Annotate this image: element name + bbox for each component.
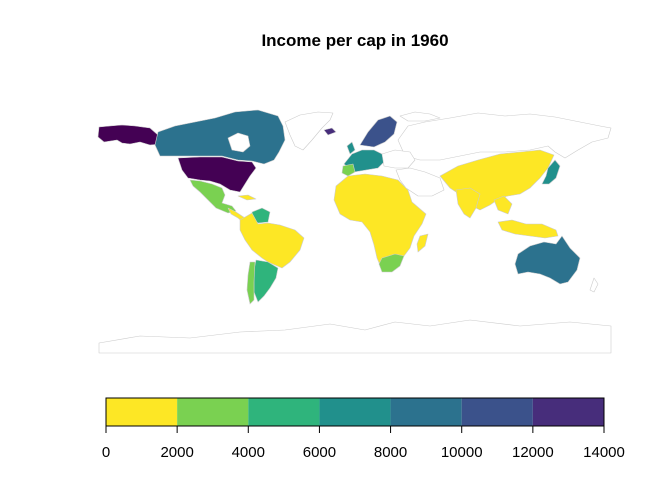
legend-tick-label-1: 2000: [160, 444, 193, 461]
region-arctic-islands: [399, 111, 441, 122]
world-map: [97, 109, 612, 354]
legend-tick-label-0: 0: [102, 444, 110, 461]
legend-bin-1: [177, 398, 249, 426]
region-greenland: [284, 111, 334, 151]
legend-tick-label-2: 4000: [232, 444, 265, 461]
region-madagascar: [416, 233, 429, 253]
region-mexico: [189, 179, 237, 214]
region-japan: [541, 159, 561, 185]
legend-frame: [105, 397, 605, 427]
legend-bin-2: [248, 398, 320, 426]
region-usa: [177, 156, 257, 193]
legend-tick-label-4: 8000: [374, 444, 407, 461]
region-southeast-asia: [493, 195, 513, 215]
region-cuba: [237, 194, 257, 201]
legend-bin-5: [461, 398, 533, 426]
legend-tick-label-7: 14000: [583, 444, 625, 461]
legend-bin-0: [106, 398, 178, 426]
region-south-america: [239, 212, 305, 269]
region-canada: [154, 109, 286, 165]
region-scandinavia: [359, 115, 398, 148]
legend-bin-3: [319, 398, 391, 426]
legend-bin-6: [532, 398, 604, 426]
region-alaska: [97, 124, 161, 146]
legend-tick-label-6: 12000: [512, 444, 554, 461]
legend-tick-label-3: 6000: [303, 444, 336, 461]
legend-bin-4: [390, 398, 462, 426]
region-uk: [346, 141, 356, 155]
region-chile: [246, 261, 256, 305]
region-new-zealand: [589, 277, 599, 293]
water-hudson-bay: [227, 132, 251, 153]
map-title: Income per cap in 1960: [261, 31, 449, 50]
legend-tick-label-5: 10000: [441, 444, 483, 461]
region-russia: [397, 112, 612, 161]
region-antarctica: [98, 319, 612, 354]
legend-ticks: [105, 426, 605, 433]
region-iceland: [323, 127, 337, 136]
region-indonesia: [497, 219, 559, 239]
region-australia: [514, 235, 581, 285]
region-eastern-europe: [381, 149, 416, 169]
region-south-africa: [378, 253, 405, 273]
legend-bins: [106, 398, 604, 426]
region-middle-east: [395, 167, 445, 197]
legend-labels: 0 2000 4000 6000 8000 10000 12000 14000: [102, 444, 625, 461]
region-india: [455, 187, 481, 219]
region-iberia: [341, 163, 356, 177]
